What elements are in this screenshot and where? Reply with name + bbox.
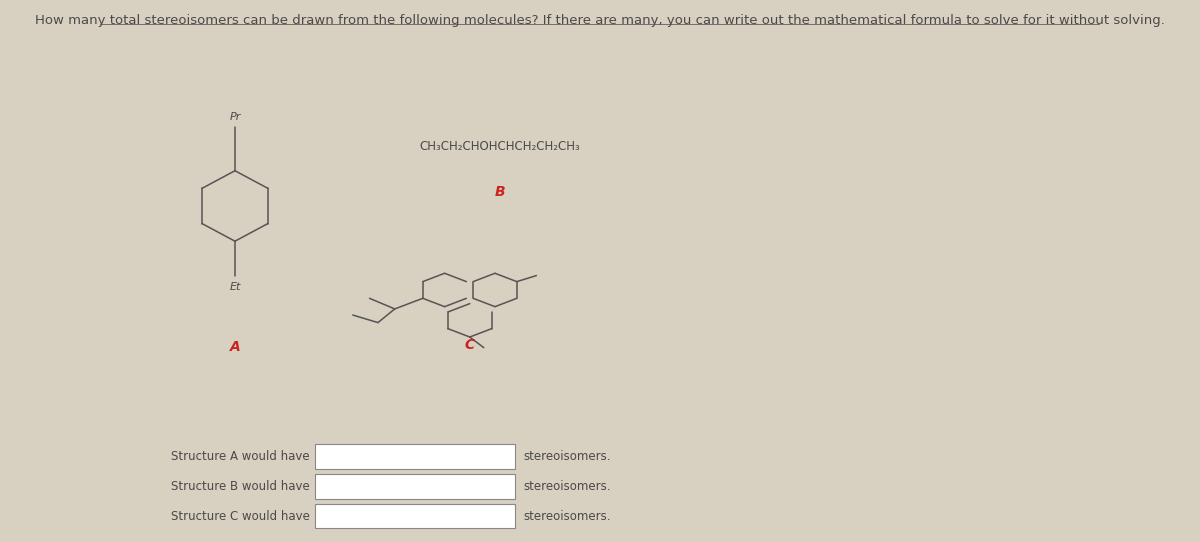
FancyBboxPatch shape: [314, 474, 515, 499]
Text: C: C: [464, 338, 475, 352]
FancyBboxPatch shape: [314, 504, 515, 528]
Text: Pr: Pr: [229, 112, 241, 122]
Text: A: A: [229, 340, 240, 354]
Text: stereoisomers.: stereoisomers.: [523, 450, 611, 463]
FancyBboxPatch shape: [314, 444, 515, 469]
Text: stereoisomers.: stereoisomers.: [523, 480, 611, 493]
Text: Structure B would have: Structure B would have: [172, 480, 310, 493]
Text: Et: Et: [229, 282, 241, 292]
Text: CH₃CH₂CHOHCHCH₂CH₂CH₃: CH₃CH₂CHOHCHCH₂CH₂CH₃: [420, 140, 581, 153]
Text: Structure C would have: Structure C would have: [172, 510, 310, 522]
Text: Structure A would have: Structure A would have: [172, 450, 310, 463]
Text: B: B: [494, 185, 505, 199]
Text: stereoisomers.: stereoisomers.: [523, 510, 611, 522]
Text: How many total stereoisomers can be drawn from the following molecules? If there: How many total stereoisomers can be draw…: [35, 14, 1165, 27]
